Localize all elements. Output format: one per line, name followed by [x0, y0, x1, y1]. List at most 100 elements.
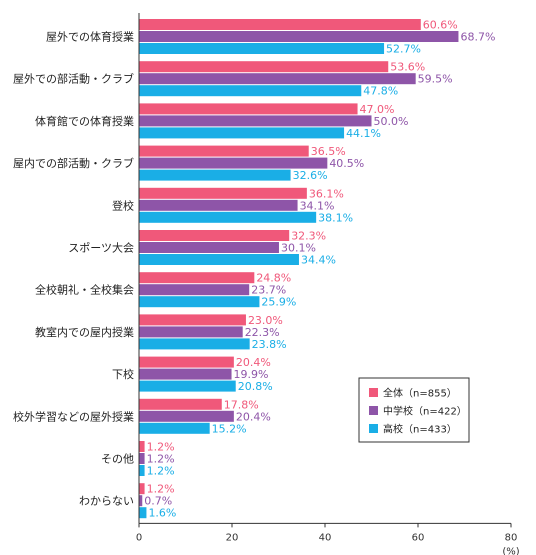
data-label: 36.1%	[309, 187, 344, 200]
bar-series-1	[139, 230, 290, 241]
bar-series-1	[139, 441, 145, 452]
category-labels-layer: 屋外での体育授業屋外での部活動・クラブ体育館での体育授業屋内での部活動・クラブ登…	[13, 30, 134, 508]
data-label: 60.6%	[423, 19, 458, 32]
data-label: 1.2%	[147, 465, 175, 478]
category-label: その他	[101, 453, 134, 466]
data-label: 20.4%	[236, 410, 271, 423]
data-label: 15.2%	[212, 422, 247, 435]
data-label: 53.6%	[390, 61, 425, 74]
bar-series-3	[139, 254, 299, 265]
bar-series-3	[139, 422, 210, 434]
data-label: 19.9%	[234, 368, 269, 381]
category-label: 校外学習などの屋外授業	[13, 409, 134, 423]
bar-series-1	[139, 398, 222, 410]
legend-swatch	[369, 388, 378, 397]
bar-series-2	[139, 326, 243, 338]
bar-series-1	[139, 272, 255, 284]
data-label: 30.1%	[281, 242, 316, 255]
bar-series-2	[139, 157, 328, 169]
data-label: 68.7%	[460, 31, 495, 44]
bar-series-3	[139, 507, 147, 519]
bar-series-2	[139, 284, 250, 296]
data-label: 23.0%	[248, 314, 283, 327]
data-label: 50.0%	[374, 115, 409, 128]
category-label: 屋外での部活動・クラブ	[13, 72, 134, 86]
bar-series-2	[139, 73, 416, 85]
data-label: 20.4%	[236, 356, 271, 369]
data-label: 22.3%	[245, 326, 280, 339]
bars-layer	[139, 19, 459, 519]
bar-series-2	[139, 453, 145, 464]
data-label: 23.7%	[251, 284, 286, 297]
legend-label: 中学校（n=422）	[383, 405, 467, 418]
data-label: 0.7%	[144, 495, 172, 508]
bar-series-3	[139, 85, 362, 97]
bar-series-2	[139, 199, 298, 211]
data-label: 34.4%	[301, 254, 336, 267]
bar-series-2	[139, 495, 143, 507]
x-tick-label: 0	[136, 532, 142, 543]
data-label: 1.2%	[147, 483, 175, 496]
category-label: 屋外での体育授業	[46, 30, 134, 44]
data-label: 20.8%	[238, 380, 273, 393]
legend: 全体（n=855） 中学校（n=422） 高校（n=433）	[358, 377, 470, 443]
bar-series-1	[139, 19, 421, 30]
category-label: スポーツ大会	[68, 241, 134, 255]
bar-series-3	[139, 169, 291, 181]
data-label: 32.3%	[291, 230, 326, 243]
data-label: 36.5%	[311, 145, 346, 158]
bar-series-1	[139, 483, 145, 495]
x-tick-label: 80	[505, 532, 518, 543]
data-label: 44.1%	[346, 127, 381, 140]
legend-label: 高校（n=433）	[383, 423, 457, 436]
bar-series-1	[139, 145, 309, 157]
data-label: 32.6%	[293, 169, 328, 182]
x-tick-label: 40	[319, 532, 332, 543]
bar-series-1	[139, 314, 246, 326]
bar-series-3	[139, 127, 345, 139]
bar-series-1	[139, 103, 358, 115]
data-label: 1.2%	[147, 441, 175, 454]
category-label: 下校	[112, 367, 134, 381]
category-label: わからない	[79, 495, 134, 508]
data-label: 34.1%	[300, 199, 335, 212]
category-label: 教室内での屋内授業	[35, 325, 134, 339]
x-axis: 0 20 40 60 80 (%)	[136, 13, 520, 555]
data-label: 47.0%	[360, 103, 395, 116]
x-tick-label: 20	[226, 532, 239, 543]
data-label: 25.9%	[261, 296, 296, 309]
data-label: 24.8%	[256, 272, 291, 285]
bar-series-3	[139, 296, 260, 308]
bar-series-2	[139, 115, 372, 127]
bar-series-3	[139, 338, 250, 350]
data-label: 40.5%	[329, 157, 364, 170]
bar-series-3	[139, 43, 385, 54]
x-tick-label: 60	[412, 532, 425, 543]
data-label: 59.5%	[418, 73, 453, 86]
bar-series-2	[139, 410, 234, 422]
bar-series-1	[139, 61, 389, 73]
category-label: 登校	[112, 198, 134, 212]
category-label: 体育館での体育授業	[35, 114, 134, 128]
data-label: 38.1%	[318, 211, 353, 224]
legend-swatch	[369, 406, 378, 415]
category-label: 屋内での部活動・クラブ	[13, 156, 134, 170]
data-label: 1.6%	[148, 507, 176, 520]
data-label: 23.8%	[252, 338, 287, 351]
data-label: 1.2%	[147, 453, 175, 466]
bar-series-2	[139, 242, 279, 253]
bar-series-2	[139, 31, 459, 42]
bar-series-3	[139, 211, 317, 223]
category-label: 全校朝礼・全校集会	[35, 283, 134, 297]
value-labels-layer: 60.6%68.7% 52.7% 53.6%59.5% 47.8% 47.0%50.0%…	[144, 19, 495, 520]
bar-series-3	[139, 380, 236, 392]
bar-series-1	[139, 356, 234, 368]
data-label: 47.8%	[363, 85, 398, 98]
bar-series-3	[139, 465, 145, 476]
bar-series-2	[139, 368, 232, 380]
legend-label: 全体（n=855）	[383, 387, 457, 400]
data-label: 52.7%	[386, 43, 421, 56]
data-label: 17.8%	[224, 398, 259, 411]
legend-swatch	[369, 424, 378, 433]
